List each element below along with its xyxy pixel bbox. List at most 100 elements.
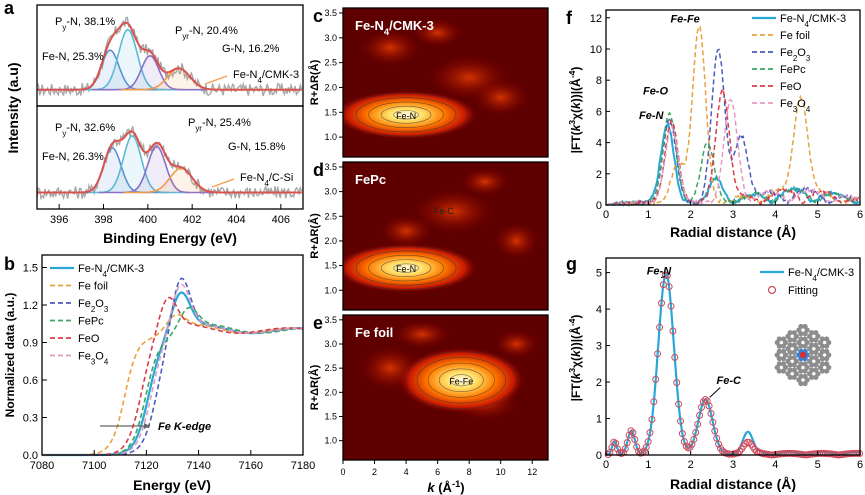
text-span: yr xyxy=(182,32,189,41)
atom xyxy=(813,362,819,368)
fit-point xyxy=(646,429,654,437)
text-span: Fe-N xyxy=(240,172,265,184)
y-tick-label: 1 xyxy=(596,414,602,426)
xps-peak-label-1-1: Py-N, 32.6% xyxy=(55,122,115,138)
wavelet-peak-label: Fe-Fe xyxy=(449,376,473,386)
y-tick-label: 2.5 xyxy=(324,211,337,221)
y-tick-label: 2.0 xyxy=(324,236,337,246)
text-span: χ( xyxy=(569,109,583,120)
atom xyxy=(802,343,808,349)
atom xyxy=(791,367,797,373)
y-axis-label: Normalized data (a.u.) xyxy=(3,293,17,418)
legend-swatch-1 xyxy=(767,285,777,295)
y-axis-label: Intensity (a.u) xyxy=(5,62,21,153)
wavelet-contour xyxy=(380,259,432,277)
fit-point xyxy=(627,427,635,435)
atom xyxy=(780,356,787,362)
x-tick-label: 6 xyxy=(857,209,863,221)
y-axis-label: R+ΔR(Å) xyxy=(308,59,321,105)
y-tick-label: 0.0 xyxy=(23,450,38,462)
y-tick-label: 0.3 xyxy=(23,413,38,425)
fit-point xyxy=(709,418,717,426)
text-span: Fe-N xyxy=(233,69,258,81)
fit-point xyxy=(675,400,683,408)
text-span: Fe xyxy=(78,298,91,310)
text-span: k xyxy=(569,371,583,379)
text-span: (Å xyxy=(435,480,453,495)
wavelet-contour xyxy=(393,263,419,273)
wavelet-secondary-label: Fe-C xyxy=(434,206,455,216)
text-span: Fe foil xyxy=(355,325,393,340)
y-tick-label: 0 xyxy=(596,450,602,462)
xps-peak-1-2 xyxy=(99,145,214,194)
text-span: ) xyxy=(569,67,583,71)
wavelet-peak-label: Fe-N xyxy=(396,111,416,121)
text-span: O xyxy=(797,47,806,59)
fit-point xyxy=(692,429,700,436)
annotation-arrowhead xyxy=(144,423,150,429)
y-axis-label: |FT(k3χ(k))|(Å-4) xyxy=(567,315,583,402)
fit-point xyxy=(656,323,664,331)
atom xyxy=(776,361,782,367)
fit-point xyxy=(669,327,677,335)
fit-point xyxy=(734,449,742,457)
y-tick-label: 2 xyxy=(596,169,602,181)
panel-cde-wavelet: Fe-NFe-N4/CMK-31.01.52.02.53.03.5R+ΔR(Å)… xyxy=(308,6,549,495)
wavelet-contour xyxy=(368,254,444,282)
text-span: FePc xyxy=(78,316,104,328)
wavelet-title-c: Fe-N4/CMK-3 xyxy=(355,18,434,37)
atom xyxy=(824,361,830,367)
atom xyxy=(813,355,819,361)
text-span: FeO xyxy=(78,333,100,345)
structure-inset xyxy=(774,323,832,387)
y-tick-label: 0.6 xyxy=(23,375,38,387)
fit-point xyxy=(852,449,860,457)
atom xyxy=(809,330,815,336)
x-tick-label: 4 xyxy=(772,209,778,221)
x-tick-label: 5 xyxy=(815,459,821,471)
fit-point xyxy=(644,438,652,446)
xps-peak-label-0-1: Py-N, 38.1% xyxy=(55,16,115,32)
wavelet-contour xyxy=(368,101,444,128)
text-span: -N, 38.1% xyxy=(66,16,115,28)
xps-peak-fill-0-0 xyxy=(52,50,167,90)
y-tick-label: 2.0 xyxy=(324,82,337,92)
atom xyxy=(780,343,787,349)
atom xyxy=(791,374,797,380)
atom xyxy=(802,361,808,367)
atom xyxy=(809,355,815,361)
legend-label-3: FePc xyxy=(780,64,806,76)
text-span: Fe xyxy=(78,351,91,363)
x-tick-label: 6 xyxy=(435,467,440,477)
wavelet-blob xyxy=(472,79,529,116)
panel-b-xanes: 7080 7100 7120 7140 7160 7180 0.0 0.3 0.6 0.9 1.2 1… xyxy=(3,254,315,493)
wavelet-blob xyxy=(412,18,463,47)
xps-peak-0-2 xyxy=(92,54,207,91)
wavelet-hotspot xyxy=(343,90,477,139)
wavelet-peak-label: Fe-N xyxy=(396,264,416,274)
wavelet-plot-d: Fe-N Fe-C xyxy=(343,162,548,310)
atom xyxy=(787,367,793,373)
x-tick-label: 0 xyxy=(603,459,609,471)
y-tick-label: 1.5 xyxy=(324,412,337,422)
y-tick-label: 1.5 xyxy=(324,107,337,117)
y-tick-label: 3.5 xyxy=(324,315,337,325)
legend-label-2: Fe2O3 xyxy=(780,47,811,63)
wavelet-frame-d xyxy=(342,161,549,311)
text-span: 4 xyxy=(384,27,390,37)
x-tick-label: 2 xyxy=(372,467,377,477)
wavelet-frame-c xyxy=(342,7,549,158)
fit-point xyxy=(745,439,753,446)
legend-label-4: FeO xyxy=(780,81,802,93)
text-span: -N, 32.6% xyxy=(66,122,115,134)
atom xyxy=(802,380,808,387)
text-span: -N, 25.4% xyxy=(202,117,251,129)
fit-point xyxy=(638,449,646,457)
atom xyxy=(791,337,797,343)
y-tick-label: 3.0 xyxy=(324,339,337,349)
x-tick-label: 0 xyxy=(603,209,609,221)
atom xyxy=(791,342,797,348)
xps-envelope-1 xyxy=(37,130,302,194)
wavelet-contour xyxy=(355,250,457,286)
text-span: 4 xyxy=(257,76,262,85)
